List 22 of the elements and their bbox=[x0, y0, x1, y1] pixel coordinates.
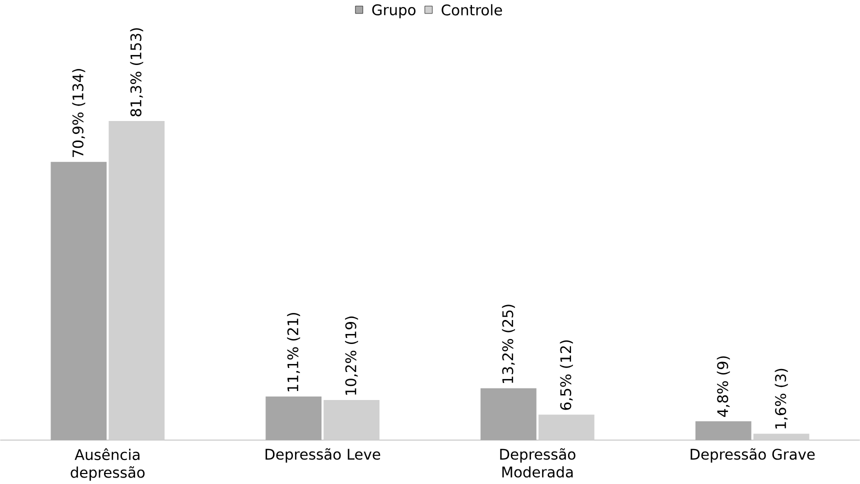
x-tick-label: Depressão Moderada bbox=[500, 448, 576, 478]
bar bbox=[538, 414, 594, 440]
data-label: 10,2% (19) bbox=[345, 316, 358, 395]
x-tick-label: Ausência depressão bbox=[70, 448, 145, 481]
bar bbox=[266, 396, 322, 440]
data-label: 11,1% (21) bbox=[287, 312, 300, 392]
data-label: 1,6% (3) bbox=[774, 368, 788, 428]
bar bbox=[324, 400, 380, 440]
bar bbox=[480, 388, 536, 440]
data-label: 81,3% (153) bbox=[130, 28, 144, 116]
x-tick-label: Depressão Grave bbox=[690, 448, 815, 463]
legend-label: Grupo bbox=[372, 4, 416, 18]
data-label: 13,2% (25) bbox=[502, 304, 515, 383]
data-label: 70,9% (134) bbox=[72, 68, 86, 157]
bar bbox=[50, 162, 107, 440]
x-tick-label: Depressão Leve bbox=[266, 448, 380, 463]
bar bbox=[108, 120, 165, 440]
legend-label: Controle bbox=[442, 4, 502, 16]
bar bbox=[695, 421, 752, 440]
data-label: 4,8% (9) bbox=[716, 356, 730, 417]
bar bbox=[753, 434, 810, 440]
data-label: 6,5% (12) bbox=[560, 340, 573, 410]
